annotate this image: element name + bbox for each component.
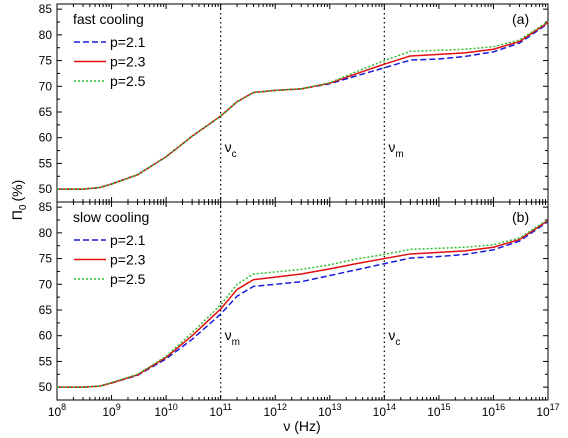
panel-title: fast cooling	[73, 11, 144, 27]
panel-slow-cooling: 50 55 60 65 70 75 80 85 108 109 1010 1011 1012 1013 10…	[39, 200, 560, 419]
x-tick-label: 1011	[209, 402, 232, 419]
x-tick-label: 108	[48, 402, 66, 419]
x-axis-label: ν (Hz)	[283, 418, 320, 434]
y-tick-label: 50	[39, 380, 53, 394]
series-line-p=2.5	[57, 218, 549, 388]
y-tick-label: 80	[39, 28, 53, 42]
x-tick-label: 1012	[264, 402, 287, 419]
y-tick-label: 60	[39, 131, 53, 145]
y-tick-label: 85	[39, 200, 53, 214]
y-tick-label: 50	[39, 182, 53, 196]
legend-label: p=2.5	[110, 271, 146, 287]
y-tick-label: 80	[39, 226, 53, 240]
x-tick-label: 109	[102, 402, 120, 419]
plot-frame	[56, 201, 549, 401]
x-tick-label: 1014	[373, 402, 396, 419]
legend-label: p=2.5	[110, 73, 146, 89]
legend-label: p=2.1	[110, 34, 146, 50]
y-tick-label: 65	[39, 303, 53, 317]
x-tick-label: 1015	[427, 402, 450, 419]
y-tick-label: 70	[39, 277, 53, 291]
y-tick-label: 65	[39, 105, 53, 119]
panel-tag: (a)	[512, 11, 529, 27]
legend-label: p=2.3	[110, 54, 146, 70]
y-tick-label: 75	[39, 54, 53, 68]
x-tick-label: 1013	[318, 402, 341, 419]
frequency-label: νm	[388, 139, 403, 160]
panel-title: slow cooling	[73, 209, 149, 225]
y-tick-label: 60	[39, 329, 53, 343]
x-tick-label: 1017	[536, 402, 559, 419]
y-tick-label: 55	[39, 156, 53, 170]
frequency-label: νm	[225, 327, 240, 348]
legend-label: p=2.3	[110, 252, 146, 268]
y-tick-label: 75	[39, 252, 53, 266]
x-tick-label: 1010	[154, 402, 177, 419]
y-tick-label: 70	[39, 79, 53, 93]
panel-fast-cooling: 50 55 60 65 70 75 80 85 νc νm fast cooling (a) p=2.1…	[39, 2, 549, 203]
frequency-label: νc	[388, 327, 400, 348]
panel-tag: (b)	[512, 209, 529, 225]
y-axis-label: Π0(%)	[9, 180, 29, 220]
series-line-p=2.5	[57, 20, 549, 190]
x-tick-label: 1016	[482, 402, 505, 419]
y-tick-label: 85	[39, 2, 53, 16]
y-tick-label: 55	[39, 354, 53, 368]
legend-label: p=2.1	[110, 232, 146, 248]
frequency-label: νc	[225, 139, 237, 160]
